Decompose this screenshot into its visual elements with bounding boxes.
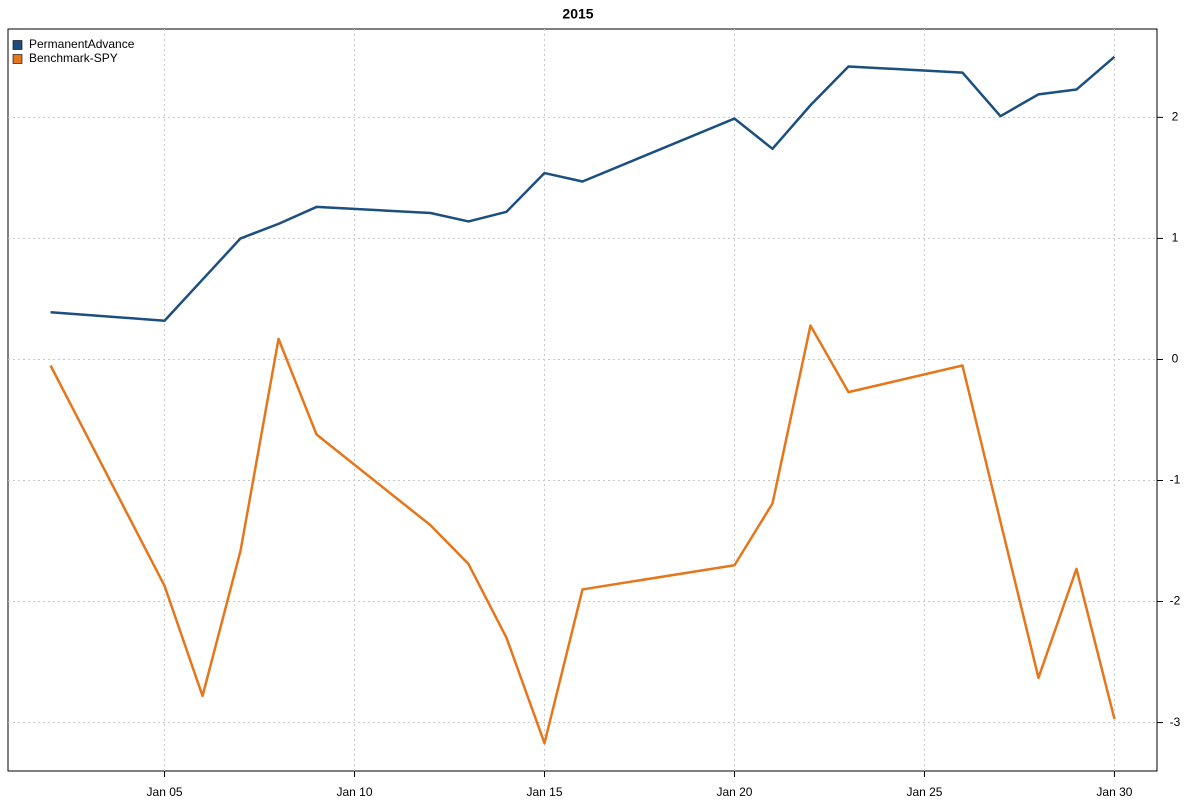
legend-swatch xyxy=(12,54,23,64)
plot-frame xyxy=(7,28,1158,772)
x-tick-label: Jan 10 xyxy=(337,785,373,799)
series-line xyxy=(49,324,1116,745)
series-line xyxy=(50,55,1116,322)
x-tick-label: Jan 30 xyxy=(1096,785,1132,799)
chart-title: 2015 xyxy=(562,6,593,22)
x-tick-label: Jan 15 xyxy=(526,785,562,799)
legend-swatch xyxy=(12,40,23,50)
y-tick-label: -1 xyxy=(1170,473,1181,487)
y-tick-label: 2 xyxy=(1172,110,1179,124)
legend-label: PermanentAdvance xyxy=(29,37,135,51)
y-tick-label: 1 xyxy=(1172,231,1179,245)
x-tick-label: Jan 20 xyxy=(716,785,752,799)
x-tick-label: Jan 05 xyxy=(147,785,183,799)
y-tick-label: 0 xyxy=(1172,352,1179,366)
x-tick-label: Jan 25 xyxy=(906,785,942,799)
y-tick-label: -2 xyxy=(1170,594,1181,608)
legend-label: Benchmark-SPY xyxy=(29,51,118,65)
y-tick-label: -3 xyxy=(1170,715,1181,729)
